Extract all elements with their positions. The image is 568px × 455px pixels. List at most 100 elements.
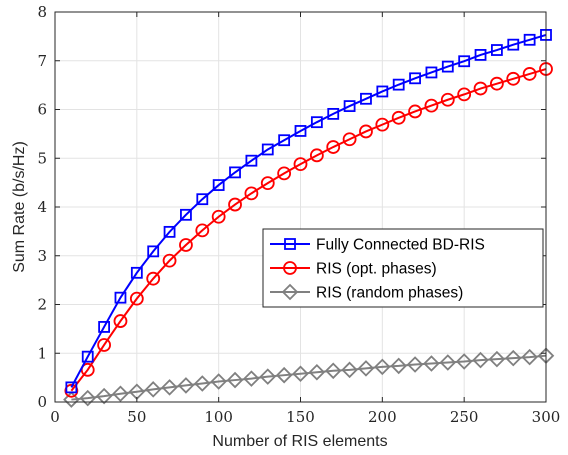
legend-label: RIS (random phases) xyxy=(316,285,463,302)
data-point-diamond xyxy=(79,389,97,407)
data-point-square xyxy=(261,143,274,156)
data-point-diamond xyxy=(63,391,80,408)
y-tick-label: 8 xyxy=(37,3,47,21)
data-point-square xyxy=(98,321,110,333)
data-point-circle xyxy=(440,92,455,107)
data-point-square xyxy=(490,44,503,56)
data-point-circle xyxy=(244,186,259,201)
data-point-square xyxy=(441,60,454,73)
data-point-square xyxy=(65,381,78,394)
legend-entry: RIS (random phases) xyxy=(270,283,463,302)
data-point-diamond xyxy=(226,371,244,389)
data-point-circle xyxy=(408,104,422,119)
data-point-circle xyxy=(522,67,537,81)
data-point-circle xyxy=(146,271,161,286)
legend-marker-diamond xyxy=(281,283,299,301)
data-point-diamond xyxy=(472,351,489,369)
data-point-square xyxy=(229,166,241,179)
data-point-square xyxy=(81,350,94,363)
legend-marker-square xyxy=(284,238,296,250)
legend-marker-circle xyxy=(283,261,297,275)
data-point-circle xyxy=(506,71,521,86)
data-point-square xyxy=(130,266,143,279)
data-point-square xyxy=(278,134,291,147)
data-point-square xyxy=(343,100,356,112)
data-point-square xyxy=(327,107,340,120)
x-tick-label: 0 xyxy=(50,408,60,426)
legend-label: RIS (opt. phases) xyxy=(316,261,437,278)
x-tick-label: 150 xyxy=(286,408,315,426)
data-point-diamond xyxy=(357,360,375,377)
data-point-diamond xyxy=(112,385,129,402)
data-point-circle xyxy=(391,110,406,125)
x-tick-label: 100 xyxy=(204,408,233,426)
series-0 xyxy=(65,29,552,394)
x-axis-label: Number of RIS elements xyxy=(212,433,387,450)
data-point-circle xyxy=(489,76,504,91)
data-point-circle xyxy=(64,383,79,398)
data-point-square xyxy=(409,72,421,85)
data-point-square xyxy=(196,193,209,206)
axis-ticks: 0 50 100 150 200 250 300 0 1 2 3 4 5 6 7 8 xyxy=(37,3,560,426)
y-tick-label: 3 xyxy=(37,247,47,265)
data-point-circle xyxy=(359,124,373,139)
data-point-circle xyxy=(309,148,324,163)
data-point-diamond xyxy=(390,357,407,375)
data-point-circle xyxy=(113,314,128,328)
data-point-diamond xyxy=(210,373,227,390)
data-point-diamond xyxy=(423,355,440,372)
data-point-circle xyxy=(375,117,390,132)
y-tick-label: 0 xyxy=(37,393,47,411)
y-tick-label: 5 xyxy=(37,149,47,167)
data-point-square xyxy=(376,85,389,98)
series-layer xyxy=(63,29,555,408)
data-point-square xyxy=(180,208,192,221)
data-point-square xyxy=(163,225,176,238)
y-tick-label: 2 xyxy=(37,296,47,314)
data-point-diamond xyxy=(259,368,277,385)
data-point-diamond xyxy=(194,375,211,392)
series-1 xyxy=(64,62,553,398)
y-tick-label: 6 xyxy=(37,101,47,119)
data-point-diamond xyxy=(144,381,162,398)
data-point-diamond xyxy=(275,366,293,384)
data-point-square xyxy=(474,49,487,61)
data-point-diamond xyxy=(341,361,358,379)
data-point-diamond xyxy=(177,377,195,394)
data-point-circle xyxy=(424,98,439,113)
series-line xyxy=(70,68,547,392)
legend-label: Fully Connected BD-RIS xyxy=(316,237,485,254)
data-point-square xyxy=(294,125,307,137)
x-tick-label: 200 xyxy=(368,408,397,426)
legend: Fully Connected BD-RIS RIS (opt. phases) R… xyxy=(262,228,544,308)
data-point-diamond xyxy=(324,362,342,380)
data-point-diamond xyxy=(308,363,326,381)
data-point-diamond xyxy=(488,350,506,368)
y-tick-label: 1 xyxy=(37,344,47,362)
data-point-square xyxy=(245,154,258,167)
legend-entry: RIS (opt. phases) xyxy=(270,261,437,278)
data-point-circle xyxy=(129,291,144,306)
legend-entry: Fully Connected BD-RIS xyxy=(270,237,485,254)
data-point-circle xyxy=(277,166,292,181)
data-point-square xyxy=(392,78,405,91)
data-point-circle xyxy=(211,209,226,224)
data-point-circle xyxy=(457,87,472,102)
data-point-diamond xyxy=(95,387,113,405)
data-point-circle xyxy=(260,176,275,191)
data-point-circle xyxy=(473,81,488,96)
data-point-circle xyxy=(326,140,341,154)
y-tick-label: 7 xyxy=(37,52,47,70)
data-point-square xyxy=(523,33,536,46)
data-point-diamond xyxy=(406,356,424,373)
data-point-diamond xyxy=(243,370,260,387)
data-point-circle xyxy=(195,223,210,238)
data-point-square xyxy=(507,38,520,51)
data-point-diamond xyxy=(521,348,538,366)
data-point-diamond xyxy=(292,365,309,382)
x-tick-label: 300 xyxy=(532,408,561,426)
data-point-diamond xyxy=(439,354,457,371)
y-tick-label: 4 xyxy=(37,198,47,216)
data-point-circle xyxy=(293,157,308,172)
